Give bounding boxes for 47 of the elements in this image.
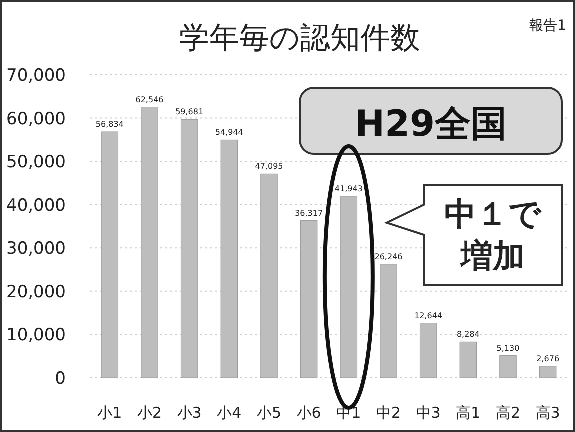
annotation: 中１で増加 — [444, 195, 542, 275]
data-label: 47,095 — [255, 162, 284, 172]
y-tick-label: 50,000 — [6, 152, 66, 173]
bar — [260, 174, 278, 378]
text: 報告1 — [530, 18, 566, 34]
bar — [380, 264, 398, 378]
y-tick-label: 0 — [55, 369, 66, 389]
data-label: 62,546 — [136, 95, 164, 104]
x-tick-label: 小6 — [296, 404, 322, 422]
data-label: 5,130 — [496, 344, 520, 353]
data-label: 59,681 — [176, 108, 204, 117]
bar — [500, 356, 517, 378]
data-label: 12,644 — [414, 311, 443, 320]
x-tick-label: 高3 — [536, 404, 560, 422]
y-tick-label: 10,000 — [6, 326, 66, 346]
bar — [460, 342, 478, 378]
x-tick-label: 高1 — [456, 404, 481, 422]
data-label: 54,944 — [215, 128, 244, 138]
chart-title: 学年毎の認知件数 — [180, 21, 420, 56]
bar — [141, 107, 158, 378]
bar — [340, 196, 358, 378]
data-label: 56,834 — [96, 120, 124, 129]
data-label: 2,676 — [536, 354, 560, 364]
data-label: 26,246 — [374, 252, 403, 262]
annotation: H29全国 — [354, 104, 508, 145]
bar — [180, 119, 198, 378]
x-tick-label: 小1 — [98, 404, 122, 422]
bar — [539, 366, 557, 378]
bar — [300, 220, 318, 378]
x-tick-label: 小5 — [256, 404, 282, 422]
data-label: 36,317 — [295, 208, 324, 218]
x-tick-label: 小2 — [137, 404, 162, 422]
x-tick-label: 小3 — [177, 404, 202, 422]
y-tick-label: 40,000 — [6, 196, 66, 216]
x-tick-label: 高2 — [496, 404, 521, 422]
x-tick-label: 中3 — [416, 404, 441, 422]
bar — [420, 323, 438, 378]
y-tick-label: 70,000 — [6, 66, 66, 86]
data-label: 41,943 — [334, 184, 363, 194]
data-label: 8,284 — [456, 330, 480, 340]
x-tick-label: 中2 — [376, 404, 402, 422]
bar — [101, 132, 119, 378]
y-tick-label: 30,000 — [6, 239, 66, 260]
y-tick-label: 60,000 — [6, 109, 66, 130]
x-tick-label: 小4 — [217, 404, 242, 422]
bar — [220, 140, 238, 378]
y-tick-label: 20,000 — [6, 282, 66, 302]
